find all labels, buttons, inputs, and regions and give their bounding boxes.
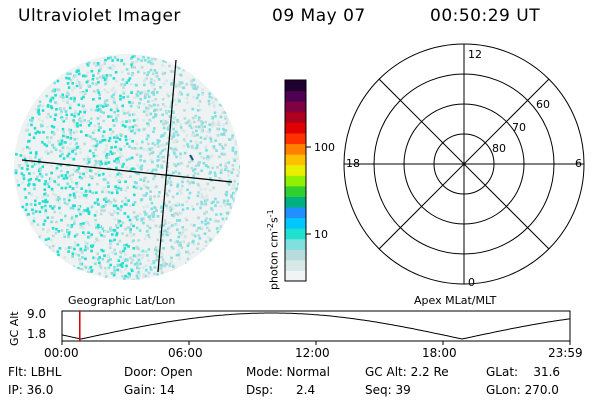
color-bar-segment [285, 143, 306, 155]
color-bar-segment [285, 249, 306, 261]
gain-readout: Gain: 14 [124, 383, 175, 397]
color-bar-unit-label: photon cm-2s-1 [266, 170, 281, 290]
polar-diagonal-b [378, 78, 550, 250]
color-bar-segment [285, 132, 306, 145]
color-bar-segment [285, 259, 306, 272]
right-panel-label: Apex MLat/MLT [414, 294, 497, 307]
color-bar-tick-100: 100 [314, 141, 335, 154]
color-bar-tick-10: 10 [314, 228, 328, 241]
polar-label-lat-80: 80 [492, 142, 506, 155]
color-bar-segment [285, 196, 306, 208]
unit-text: photon cm [267, 231, 281, 290]
polar-label-lat-60: 60 [536, 98, 550, 111]
time-label: 00:50:29 UT [430, 6, 541, 26]
unit-exponent-a: -2 [266, 223, 275, 232]
color-bar-frame [284, 79, 307, 282]
gc-alt-readout: GC Alt: 2.2 Re [365, 365, 449, 379]
image-artifact [189, 154, 194, 161]
time-tick-label-1200: 12:00 [295, 346, 330, 360]
color-bar-segment [285, 238, 306, 250]
color-bar-segment [285, 101, 306, 113]
altitude-curve [61, 312, 571, 340]
ip-readout: IP: 36.0 [8, 383, 54, 397]
auroral-image [14, 54, 240, 280]
color-bar-segment [285, 111, 306, 123]
color-bar-segment [285, 270, 306, 282]
color-bar-segment [285, 164, 306, 176]
door-readout: Door: Open [124, 365, 193, 379]
lon-grid-line [157, 59, 177, 273]
color-bar-segment [285, 175, 306, 187]
app-title: Ultraviolet Imager [18, 6, 181, 26]
altitude-ylabel-gc: GC [8, 329, 21, 346]
filter-readout: Flt: LBHL [8, 365, 62, 379]
altitude-frame [61, 310, 571, 342]
polar-label-lat-70: 70 [512, 121, 526, 134]
time-tick-label-1800: 18:00 [422, 346, 457, 360]
altitude-ytick-top: 9.0 [27, 307, 47, 321]
glon-readout: GLon: 270.0 [486, 383, 559, 397]
left-panel-label: Geographic Lat/Lon [68, 294, 176, 307]
sequence-readout: Seq: 39 [365, 383, 411, 397]
color-bar [285, 80, 311, 282]
lat-grid-line [21, 159, 233, 183]
altitude-ytick-bottom: 1.8 [27, 327, 47, 341]
color-bar-segment [285, 122, 306, 134]
glat-readout: GLat: 31.6 [486, 365, 561, 379]
color-bar-segment [285, 185, 306, 197]
altitude-ylabel: GC Alt [8, 310, 22, 346]
color-bar-segment [285, 90, 306, 102]
mode-readout: Mode: Normal [246, 365, 330, 379]
dsp-readout: Dsp: 2.4 [246, 383, 316, 397]
time-tick-label-0600: 06:00 [168, 346, 203, 360]
color-bar-segment [285, 206, 306, 219]
unit-exponent-b: -1 [266, 209, 275, 218]
polar-label-mlt-6: 6 [575, 157, 582, 170]
color-bar-segment [285, 217, 306, 229]
polar-label-mlt-18: 18 [346, 157, 360, 170]
polar-label-mlt-0: 0 [468, 276, 475, 289]
time-tick-label-2359: 23:59 [548, 346, 583, 360]
date-label: 09 May 07 [272, 6, 366, 26]
polar-plot [343, 43, 585, 285]
altitude-ylabel-alt: Alt [8, 311, 21, 327]
image-speckle [14, 55, 240, 280]
time-tick-label-0000: 00:00 [44, 346, 79, 360]
color-bar-segment [285, 80, 306, 92]
color-bar-segment [285, 228, 306, 240]
time-tick-marks [61, 341, 571, 345]
altitude-plot [61, 310, 571, 345]
color-bar-segment [285, 154, 306, 166]
unit-text-s: s [267, 217, 281, 224]
polar-label-mlt-12: 12 [468, 48, 482, 61]
